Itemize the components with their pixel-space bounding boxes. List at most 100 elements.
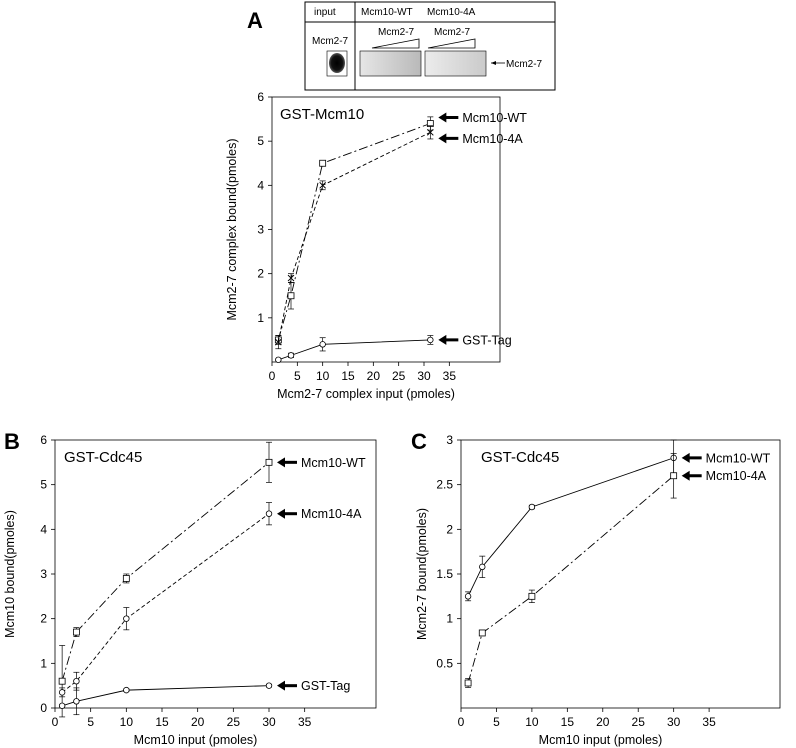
data-point-c-mcm10-4a-2 [528,592,536,600]
series-arrow-head-c-mcm10-wt [681,452,690,463]
data-point-b-gst-tag-0 [58,702,66,709]
blot-col-input: input [314,7,336,18]
y-axis-label-c: Mcm2-7 bound(pmoles) [415,508,429,640]
data-point-a-mcm10-4a-1 [287,274,295,282]
chart-title-b: GST-Cdc45 [64,449,142,466]
series-line-c-mcm10-4a [467,475,674,684]
x-tick-label-c-15: 15 [561,715,575,729]
x-tick-label-a-5: 5 [294,369,301,383]
series-label-c-mcm10-4a: Mcm10-4A [706,469,767,483]
x-tick-label-b-20: 20 [191,715,205,729]
blot-wt-lanes [359,50,422,77]
series-label-a-gst-tag: GST-Tag [462,333,511,347]
x-tick-label-c-25: 25 [632,715,646,729]
x-tick-label-c-5: 5 [493,715,500,729]
x-tick-label-a-30: 30 [417,369,431,383]
series-arrow-head-b-gst-tag [277,680,285,691]
y-tick-label-b-2: 2 [40,612,47,626]
data-point-c-mcm10-wt-2 [528,503,536,511]
panel-letter-c: C [411,429,427,454]
x-tick-label-a-15: 15 [341,369,355,383]
data-point-b-gst-tag-2 [123,686,130,694]
data-point-a-mcm10-4a-3 [426,128,434,136]
data-point-a-mcm10-4a-2 [319,181,327,189]
x-tick-label-b-30: 30 [262,715,276,729]
y-tick-label-a-1: 1 [257,311,264,325]
y-tick-label-c-2: 2 [446,522,453,536]
y-tick-label-a-3: 3 [257,223,264,237]
data-point-a-mcm10-wt-2 [319,159,327,167]
blot-wt-gradient-label: Mcm2-7 [378,27,415,38]
y-tick-label-c-0.5: 0.5 [436,656,453,670]
chart-a: 0 5 10 15 20 25 30 35 1 2 3 4 5 6 GST-Mcm10 Mcm2-7 comp… [225,90,527,401]
x-tick-label-c-30: 30 [667,715,681,729]
series-label-b-mcm10-wt: Mcm10-WT [301,456,366,470]
series-arrow-head-b-mcm10-wt [277,457,285,468]
data-point-b-mcm10-wt-2 [122,575,130,582]
blot-wt-gradient-wedge [371,38,420,49]
blot-arrow-head [491,61,496,65]
y-tick-label-c-1.5: 1.5 [436,567,453,581]
x-tick-label-b-5: 5 [87,715,94,729]
y-axis-label-a: Mcm2-7 complex bound(pmoles) [225,138,239,320]
series-arrow-head-c-mcm10-4a [681,470,690,481]
x-tick-label-c-20: 20 [596,715,610,729]
series-label-b-gst-tag: GST-Tag [301,679,350,693]
data-point-b-mcm10-4a-2 [123,615,130,622]
x-tick-label-a-20: 20 [367,369,381,383]
series-line-b-mcm10-wt [61,461,270,682]
chart-c: 0 5 10 15 20 25 30 35 0.5 1 1.5 2 2.5 3 GST-Cdc45 Mcm10… [415,433,781,747]
x-tick-label-a-0: 0 [269,369,276,383]
chart-b: 0 5 10 15 20 25 30 35 0 1 2 3 4 5 6 GST-Cdc45 Mcm10 inpu… [3,433,377,747]
x-tick-label-c-10: 10 [525,715,539,729]
series-line-a-mcm10-4a [277,131,431,343]
chart-title-a: GST-Mcm10 [280,106,364,123]
data-point-c-mcm10-4a-3 [670,472,678,480]
y-tick-label-b-0: 0 [40,701,47,715]
x-axis-label-b: Mcm10 input (pmoles) [134,733,258,747]
x-tick-label-b-0: 0 [52,715,59,729]
blot-col-wt: Mcm10-WT [361,7,413,18]
blot-4a-lanes [424,50,487,77]
data-point-c-mcm10-wt-0 [464,593,472,600]
chart-title-c: GST-Cdc45 [481,449,559,466]
data-point-a-gst-tag-0 [275,356,282,363]
y-tick-label-a-4: 4 [257,178,264,192]
series-label-a-mcm10-4a: Mcm10-4A [462,132,523,146]
y-tick-label-b-3: 3 [40,567,47,581]
y-tick-label-c-3: 3 [446,433,453,447]
x-tick-label-b-10: 10 [120,715,134,729]
y-tick-label-a-2: 2 [257,267,264,281]
western-blot: input Mcm10-WT Mcm10-4A Mcm2-7 Mcm2-7 Mc… [304,1,556,91]
data-point-b-gst-tag-3 [265,682,273,689]
blot-arrow-label: Mcm2-7 [506,59,543,70]
data-point-a-mcm10-4a-0 [274,338,282,346]
data-point-b-mcm10-4a-1 [73,678,80,685]
series-line-b-mcm10-4a [61,513,270,693]
series-label-c-mcm10-wt: Mcm10-WT [706,451,771,465]
y-tick-label-b-5: 5 [40,478,47,492]
y-tick-label-b-6: 6 [40,433,47,447]
x-tick-label-b-35: 35 [298,715,312,729]
blot-4a-gradient-wedge [427,38,476,49]
blot-lane-label: Mcm2-7 [312,36,349,47]
data-point-b-mcm10-wt-1 [73,628,80,636]
x-tick-label-c-0: 0 [458,715,465,729]
x-axis-label-c: Mcm10 input (pmoles) [539,733,663,747]
series-arrow-head-a-mcm10-4a [438,133,447,144]
x-tick-label-c-35: 35 [702,715,716,729]
y-tick-label-a-6: 6 [257,90,264,104]
x-axis-label-a: Mcm2-7 complex input (pmoles) [277,387,455,401]
data-point-a-gst-tag-2 [319,341,326,348]
data-point-c-mcm10-wt-1 [479,563,486,571]
y-tick-label-c-1: 1 [446,612,453,626]
series-arrow-head-a-mcm10-wt [438,112,447,123]
panel-letter-a: A [247,8,263,33]
series-line-a-mcm10-wt [277,123,431,341]
y-tick-label-a-5: 5 [257,134,264,148]
x-tick-label-a-35: 35 [443,369,457,383]
data-point-b-mcm10-4a-3 [265,510,273,517]
series-line-c-mcm10-wt [467,457,674,597]
data-point-b-mcm10-wt-0 [58,677,66,685]
